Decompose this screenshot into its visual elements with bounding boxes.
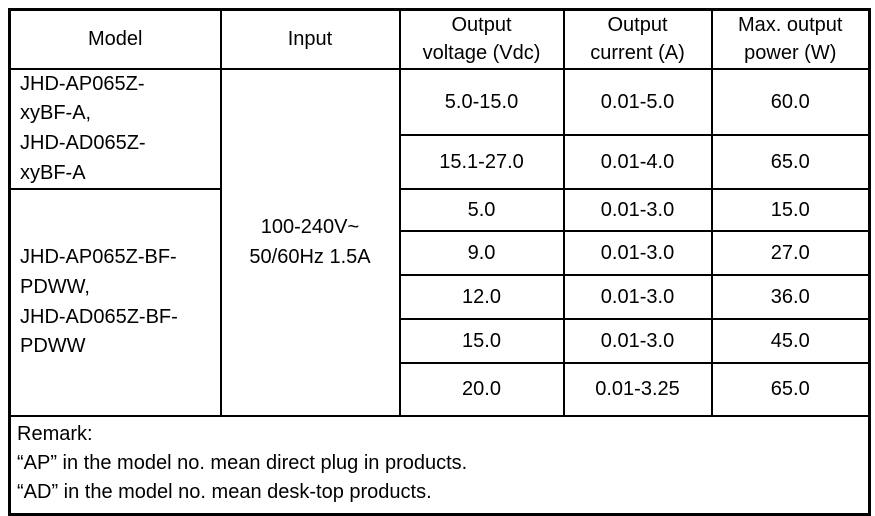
power-cell: 45.0 (710, 318, 871, 365)
power-cell: 65.0 (710, 134, 871, 191)
voltage-cell: 9.0 (398, 230, 565, 277)
header-model: Model (8, 8, 222, 70)
current-cell: 0.01-3.0 (562, 318, 713, 365)
voltage-cell: 20.0 (398, 362, 565, 418)
table-row: 15.0 0.01-3.0 45.0 (10, 318, 871, 365)
current-cell: 0.01-3.25 (562, 362, 713, 418)
current-cell: 0.01-3.0 (562, 230, 713, 277)
remark-title: Remark: (17, 423, 93, 446)
model-cell-group-2: JHD-AP065Z-BF- PDWW, JHD-AD065Z-BF- PDWW (8, 188, 222, 418)
power-cell: 65.0 (710, 362, 871, 418)
table-row: 9.0 0.01-3.0 27.0 (10, 230, 871, 277)
model-cell-group-1: JHD-AP065Z- xyBF-A, JHD-AD065Z- xyBF-A (8, 67, 222, 191)
header-max-output-power: Max. output power (W) (710, 8, 871, 70)
current-cell: 0.01-3.0 (562, 274, 713, 321)
table-row: JHD-AP065Z- xyBF-A, JHD-AD065Z- xyBF-A 1… (8, 67, 871, 418)
voltage-cell: 15.0 (398, 318, 565, 365)
remark-line-ap: “AP” in the model no. mean direct plug i… (17, 452, 468, 475)
remark-row: Remark: “AP” in the model no. mean direc… (8, 415, 871, 516)
power-cell: 36.0 (710, 274, 871, 321)
power-spec-table: Model Input Output voltage (Vdc) Output … (8, 8, 871, 516)
power-cell: 27.0 (710, 230, 871, 277)
input-cell: 100-240V~ 50/60Hz 1.5A (219, 67, 401, 418)
header-row: Model Input Output voltage (Vdc) Output … (8, 8, 871, 70)
table-row: JHD-AP065Z-BF- PDWW, JHD-AD065Z-BF- PDWW… (8, 188, 871, 418)
power-cell: 60.0 (710, 67, 871, 137)
header-output-voltage: Output voltage (Vdc) (398, 8, 565, 70)
remark-line-ad: “AD” in the model no. mean desk-top prod… (17, 481, 432, 504)
current-cell: 0.01-3.0 (562, 188, 713, 233)
voltage-cell: 15.1-27.0 (398, 134, 565, 191)
table-row: 15.1-27.0 0.01-4.0 65.0 (10, 134, 871, 191)
power-cell: 15.0 (710, 188, 871, 233)
remark-cell: Remark: “AP” in the model no. mean direc… (8, 415, 871, 516)
voltage-cell: 12.0 (398, 274, 565, 321)
table-row: 20.0 0.01-3.25 65.0 (10, 362, 871, 418)
current-cell: 0.01-5.0 (562, 67, 713, 137)
header-input: Input (219, 8, 401, 70)
header-output-current: Output current (A) (562, 8, 713, 70)
current-cell: 0.01-4.0 (562, 134, 713, 191)
voltage-cell: 5.0-15.0 (398, 67, 565, 137)
voltage-cell: 5.0 (398, 188, 565, 233)
table-row: 12.0 0.01-3.0 36.0 (10, 274, 871, 321)
